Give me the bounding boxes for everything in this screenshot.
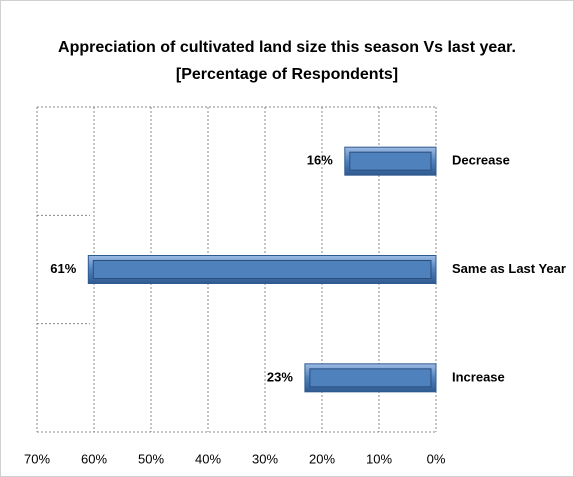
bar-face — [309, 368, 432, 388]
y-tick-label: Increase — [452, 369, 505, 384]
bar-face — [349, 151, 432, 171]
x-tick-label: 10% — [366, 451, 392, 466]
x-tick-label: 70% — [24, 451, 50, 466]
x-tick-label: 30% — [252, 451, 278, 466]
value-label: 61% — [50, 261, 76, 276]
x-tick-label: 20% — [309, 451, 335, 466]
bar-face — [92, 260, 432, 279]
y-tick-label: Decrease — [452, 153, 510, 168]
y-tick-label: Same as Last Year — [452, 261, 566, 276]
value-label: 16% — [307, 153, 333, 168]
x-tick-label: 40% — [195, 451, 221, 466]
x-tick-label: 0% — [427, 451, 446, 466]
chart-title: Appreciation of cultivated land size thi… — [58, 39, 516, 83]
x-tick-label: 50% — [138, 451, 164, 466]
value-label: 23% — [267, 369, 293, 384]
x-tick-label: 60% — [81, 451, 107, 466]
